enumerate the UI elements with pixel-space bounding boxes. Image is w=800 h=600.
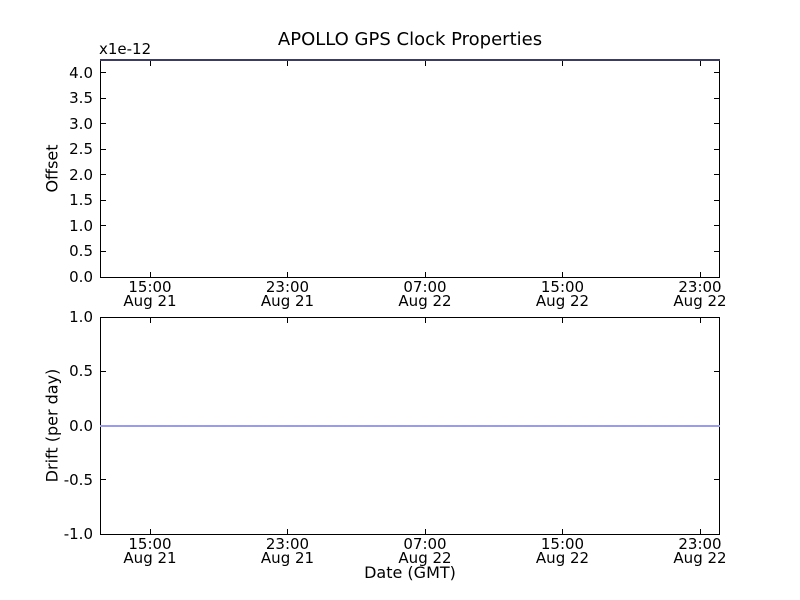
x-tick-mark — [149, 61, 151, 66]
y-tick-label: 1.5 — [69, 191, 93, 210]
x-tick-label: 07:00 Aug 22 — [370, 278, 480, 310]
x-tick-mark — [562, 272, 563, 277]
x-tick-date: Aug 21 — [260, 549, 315, 567]
x-tick-label: 23:00 Aug 22 — [645, 278, 755, 310]
x-axis-label: Date (GMT) — [364, 563, 456, 582]
x-tick-mark — [149, 318, 151, 323]
x-tick-label: 07:00 Aug 22 — [370, 535, 480, 567]
y-tick-label: 2.0 — [69, 165, 93, 184]
x-tick-date: Aug 22 — [398, 549, 452, 567]
x-tick-label: 23:00 Aug 21 — [233, 535, 343, 567]
x-tick-mark — [424, 272, 426, 277]
chart-title: APOLLO GPS Clock Properties — [277, 29, 543, 50]
x-tick-mark — [699, 529, 701, 534]
y-tick-mark — [714, 97, 719, 99]
y-tick-label: -0.5 — [63, 470, 93, 489]
x-tick-mark — [287, 61, 288, 66]
y-tick-mark — [101, 533, 106, 535]
y-tick-mark — [714, 174, 719, 176]
y-tick-mark — [101, 97, 106, 99]
x-tick-time: 15:00 — [128, 278, 172, 296]
y-tick-mark — [714, 123, 719, 125]
x-tick-mark — [562, 61, 563, 66]
y-tick-mark — [714, 276, 719, 278]
x-tick-mark — [699, 272, 701, 277]
x-tick-mark — [562, 529, 563, 534]
y-tick-mark — [101, 225, 106, 227]
y-tick-label: 1.0 — [69, 308, 93, 326]
y-tick-label: 0.0 — [69, 268, 93, 286]
y-tick-mark — [101, 276, 106, 278]
x-tick-mark — [699, 318, 701, 323]
y-tick-label: 1.0 — [69, 216, 93, 235]
y-axis-multiplier-label: x1e-12 — [99, 40, 152, 58]
y-tick-label: 4.0 — [69, 63, 93, 82]
data-line — [100, 59, 720, 61]
x-tick-mark — [287, 272, 288, 277]
x-tick-label: 15:00 Aug 22 — [508, 535, 618, 567]
top-plot-area — [100, 60, 720, 278]
x-tick-date: Aug 22 — [535, 549, 590, 567]
y-tick-label: -1.0 — [63, 525, 93, 543]
x-tick-time: 15:00 — [540, 535, 585, 553]
x-tick-mark — [424, 529, 426, 534]
y-tick-mark — [714, 250, 719, 252]
x-tick-time: 07:00 — [403, 535, 447, 553]
x-tick-mark — [424, 318, 426, 323]
x-tick-mark — [562, 318, 563, 323]
y-tick-mark — [101, 316, 106, 318]
y-tick-mark — [101, 148, 106, 150]
x-tick-time: 07:00 — [403, 278, 447, 296]
x-tick-label: 23:00 Aug 22 — [645, 535, 755, 567]
y-tick-mark — [101, 123, 106, 125]
y-tick-label: 2.5 — [69, 140, 93, 159]
y-tick-mark — [714, 199, 719, 201]
x-tick-time: 15:00 — [540, 278, 585, 296]
x-tick-time: 23:00 — [678, 278, 722, 296]
x-tick-mark — [699, 61, 701, 66]
x-tick-time: 23:00 — [265, 535, 310, 553]
x-tick-label: 15:00 Aug 22 — [508, 278, 618, 310]
data-line — [100, 424, 720, 427]
x-tick-mark — [424, 61, 426, 66]
y-tick-mark — [714, 533, 719, 535]
y-tick-label: 0.0 — [69, 416, 93, 435]
x-tick-date: Aug 21 — [123, 292, 177, 310]
x-tick-mark — [149, 529, 151, 534]
x-tick-mark — [287, 529, 288, 534]
x-tick-label: 15:00 Aug 21 — [95, 278, 205, 310]
y-tick-label: 3.5 — [69, 89, 93, 108]
x-tick-date: Aug 22 — [673, 549, 727, 567]
x-tick-label: 15:00 Aug 21 — [95, 535, 205, 567]
x-tick-time: 23:00 — [678, 535, 722, 553]
y-tick-mark — [101, 199, 106, 201]
y-tick-label: 0.5 — [69, 242, 93, 261]
x-tick-time: 15:00 — [128, 535, 172, 553]
x-tick-date: Aug 22 — [398, 292, 452, 310]
y-tick-mark — [714, 72, 719, 74]
y-tick-mark — [714, 370, 719, 372]
y-tick-mark — [101, 72, 106, 74]
x-tick-label: 23:00 Aug 21 — [233, 278, 343, 310]
x-tick-mark — [149, 272, 151, 277]
y-tick-mark — [714, 479, 719, 481]
x-tick-date: Aug 21 — [260, 292, 315, 310]
y-tick-mark — [101, 250, 106, 252]
y-tick-mark — [714, 225, 719, 227]
y-tick-mark — [101, 370, 106, 372]
y-tick-mark — [101, 174, 106, 176]
y-tick-mark — [714, 148, 719, 150]
y-tick-mark — [101, 479, 106, 481]
x-tick-date: Aug 22 — [535, 292, 590, 310]
x-tick-date: Aug 21 — [123, 549, 177, 567]
x-tick-time: 23:00 — [265, 278, 310, 296]
x-tick-mark — [287, 318, 288, 323]
x-tick-date: Aug 22 — [673, 292, 727, 310]
y-tick-mark — [714, 316, 719, 318]
y-tick-label: 0.5 — [69, 362, 93, 381]
y-tick-label: 3.0 — [69, 114, 93, 133]
